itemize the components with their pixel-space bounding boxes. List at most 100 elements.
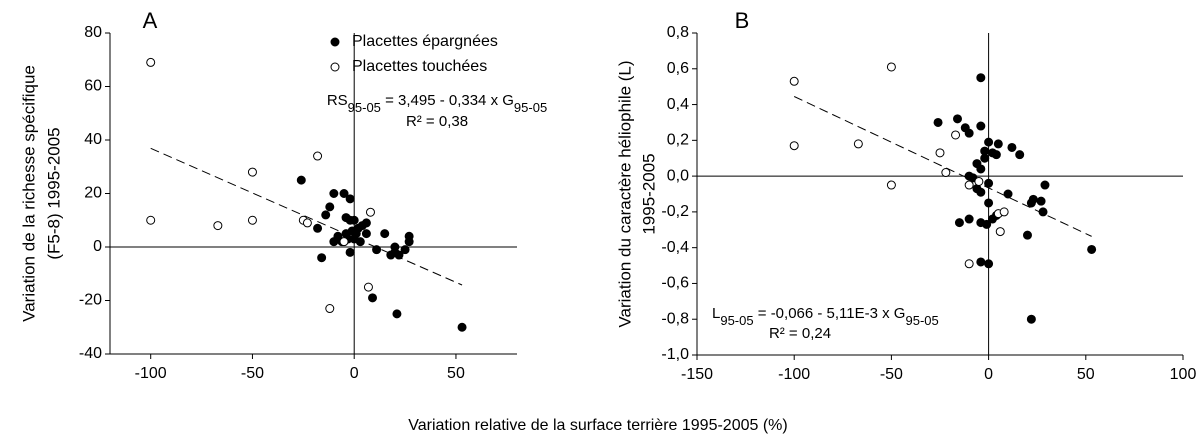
r-squared: R² = 0,24 <box>769 325 831 342</box>
data-point <box>146 57 156 67</box>
data-point <box>394 250 404 260</box>
data-point <box>999 207 1009 217</box>
data-point <box>349 215 359 225</box>
data-point <box>935 148 945 158</box>
data-point <box>976 73 986 83</box>
data-point <box>1026 314 1036 324</box>
data-point <box>361 218 371 228</box>
data-point <box>302 218 312 228</box>
y-axis-label: (F5-8) 1995-2005 <box>44 127 63 259</box>
legend-marker <box>330 37 340 47</box>
data-point <box>941 168 951 178</box>
y-tick-label: -1,0 <box>661 346 689 363</box>
y-tick-label: 80 <box>84 24 102 41</box>
data-point <box>964 180 974 190</box>
y-tick-label: 0,6 <box>667 60 689 77</box>
data-point <box>368 293 378 303</box>
data-point <box>976 257 986 267</box>
y-tick-label: -0,2 <box>661 203 689 220</box>
data-point <box>1022 230 1032 240</box>
equation-text: RS <box>327 92 348 109</box>
data-point <box>390 242 400 252</box>
data-point <box>325 304 335 314</box>
data-point <box>392 309 402 319</box>
regression-line <box>793 96 1092 237</box>
data-point <box>974 176 984 186</box>
data-point <box>1036 196 1046 206</box>
data-point <box>886 180 896 190</box>
y-tick-label: 60 <box>84 78 102 95</box>
data-point <box>345 194 355 204</box>
data-point <box>329 189 339 198</box>
r-squared: R² = 0,38 <box>406 113 468 130</box>
data-point <box>853 139 863 149</box>
data-point <box>146 215 156 225</box>
y-tick-label: 0,4 <box>667 96 689 113</box>
data-point <box>247 215 257 225</box>
data-point <box>400 245 410 255</box>
y-axis-label: 1995-2005 <box>639 153 658 234</box>
data-point <box>976 187 986 197</box>
data-point <box>339 189 349 198</box>
data-point <box>1015 150 1025 160</box>
y-tick-label: 40 <box>84 131 102 148</box>
data-point <box>976 164 986 174</box>
data-point <box>213 221 223 231</box>
data-point <box>372 245 382 255</box>
data-point <box>313 223 323 233</box>
data-point <box>1038 207 1048 217</box>
x-tick-label: 0 <box>350 365 359 382</box>
x-tick-label: -50 <box>880 366 903 383</box>
data-point <box>991 150 1001 160</box>
x-tick-label: 100 <box>1170 366 1196 383</box>
y-tick-label: -0,6 <box>661 275 689 292</box>
y-axis-label: Variation du caractère héliophile (L) <box>615 60 634 327</box>
data-point <box>404 231 414 241</box>
data-point <box>361 229 371 239</box>
data-point <box>247 167 257 177</box>
y-tick-label: 20 <box>84 185 102 202</box>
y-tick-label: 0 <box>93 238 102 255</box>
data-point <box>365 207 375 217</box>
data-point <box>964 214 974 224</box>
y-tick-label: 0,0 <box>667 167 689 184</box>
y-axis-label: Variation de la richesse spécifique <box>19 65 38 322</box>
panel-label: B <box>735 8 750 33</box>
x-tick-label: 50 <box>1077 366 1095 383</box>
data-point <box>1026 198 1036 208</box>
data-point <box>964 128 974 138</box>
data-point <box>380 229 390 239</box>
equation-subscript: 95-05 <box>720 313 753 328</box>
equation-text: L <box>712 305 720 322</box>
data-point <box>886 62 896 72</box>
x-axis-label: Variation relative de la surface terrièr… <box>408 417 787 434</box>
data-point <box>984 198 994 208</box>
data-point <box>984 137 994 147</box>
data-point <box>363 282 373 292</box>
data-point <box>329 237 339 247</box>
data-point <box>789 76 799 86</box>
y-tick-label: -0,8 <box>661 310 689 327</box>
x-tick-label: 50 <box>447 365 465 382</box>
data-point <box>1087 244 1097 254</box>
legend-marker <box>330 62 340 72</box>
data-point <box>984 178 994 188</box>
data-point <box>976 121 986 131</box>
data-point <box>1007 142 1017 152</box>
data-point <box>995 227 1005 237</box>
data-point <box>339 237 349 247</box>
data-point <box>954 218 964 228</box>
data-point <box>984 259 994 269</box>
regression-line <box>150 147 463 286</box>
equation-subscript: 95-05 <box>514 100 547 115</box>
y-tick-label: -0,4 <box>661 239 689 256</box>
legend-label: Placettes touchées <box>352 58 487 75</box>
data-point <box>1003 189 1013 199</box>
x-tick-label: 0 <box>984 366 993 383</box>
data-point <box>345 247 355 257</box>
equation-subscript: 95-05 <box>905 313 938 328</box>
equation-text: = -0,066 - 5,11E-3 x G <box>754 305 906 322</box>
x-tick-label: -50 <box>241 365 264 382</box>
legend-label: Placettes épargnées <box>352 33 498 50</box>
data-point <box>933 117 943 127</box>
